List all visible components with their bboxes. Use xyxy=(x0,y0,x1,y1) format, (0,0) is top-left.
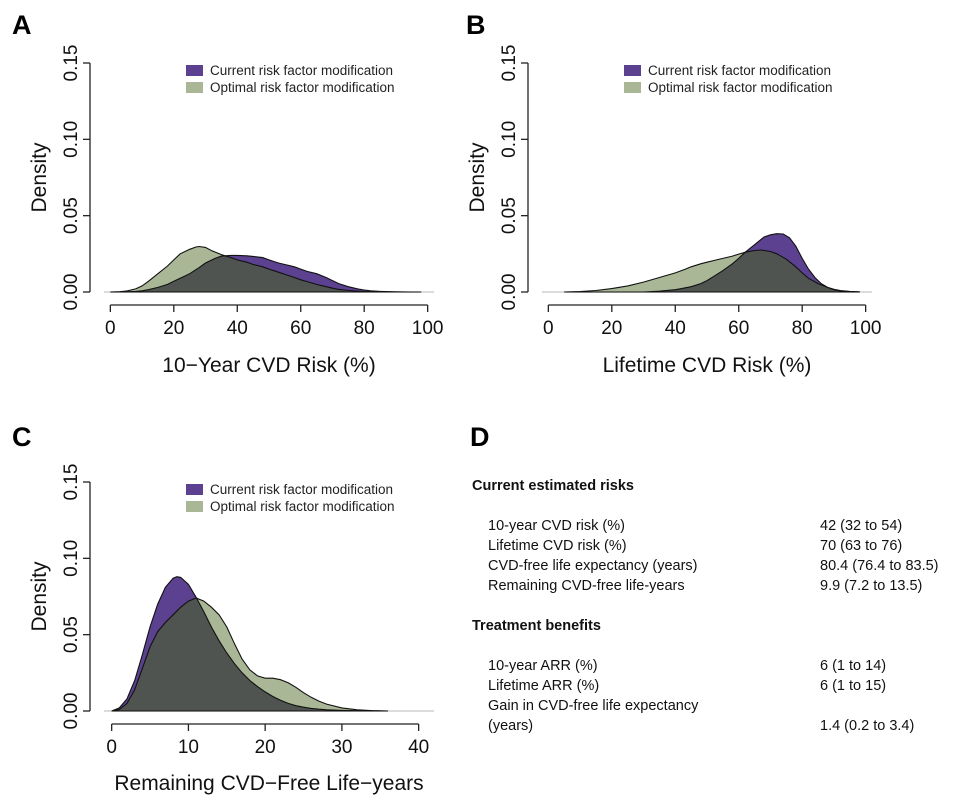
x-tick-label: 40 xyxy=(227,318,248,339)
row-label-cvd-free-life-expectancy: CVD-free life expectancy (years) xyxy=(488,558,698,574)
row-value-cvd-free-life-expectancy: 80.4 (76.4 to 83.5) xyxy=(820,558,939,574)
x-tick-label: 0 xyxy=(105,318,116,339)
series-outline-current xyxy=(111,576,389,712)
y-axis-title: Density xyxy=(28,561,51,632)
x-tick-label: 80 xyxy=(792,318,813,339)
series-outline-optimal xyxy=(564,249,860,293)
legend-label-optimal: Optimal risk factor modification xyxy=(648,80,833,95)
chart-b-lifetime-cvd-risk: 0 20 40 60 80 100 0.00 0.05 0.10 0.15 Lifetime CVD… xyxy=(466,45,882,377)
x-tick-label: 100 xyxy=(412,318,444,339)
x-axis-title: Lifetime CVD Risk (%) xyxy=(603,354,812,377)
y-axis-title: Density xyxy=(466,142,489,213)
panel-letter-a: A xyxy=(12,10,32,40)
x-tick-label: 60 xyxy=(290,318,311,339)
x-tick-label: 40 xyxy=(408,737,429,758)
y-tick-label: 0.00 xyxy=(499,274,520,311)
y-tick-label: 0.05 xyxy=(61,616,82,653)
y-tick-label: 0.00 xyxy=(61,693,82,730)
legend-label-current: Current risk factor modification xyxy=(210,482,393,497)
series-area-overlap xyxy=(111,598,388,711)
series-outline-optimal xyxy=(111,597,389,712)
legend-label-current: Current risk factor modification xyxy=(648,63,831,78)
legend-swatch-optimal xyxy=(624,82,641,93)
x-tick-label: 0 xyxy=(106,737,117,758)
legend-swatch-optimal xyxy=(186,501,203,512)
series-area-overlap xyxy=(643,250,860,292)
y-tick-label: 0.15 xyxy=(499,45,520,82)
x-tick-label: 20 xyxy=(163,318,184,339)
row-value-remaining-life-years: 9.9 (7.2 to 13.5) xyxy=(820,578,923,594)
panel-letter-d: D xyxy=(470,422,490,452)
x-axis-title: Remaining CVD−Free Life−years xyxy=(114,772,423,795)
row-label-10yr-arr: 10-year ARR (%) xyxy=(488,658,598,674)
y-tick-label: 0.10 xyxy=(61,540,82,577)
row-label-lifetime-arr: Lifetime ARR (%) xyxy=(488,678,600,694)
legend-label-current: Current risk factor modification xyxy=(210,63,393,78)
x-tick-label: 20 xyxy=(601,318,622,339)
x-tick-label: 40 xyxy=(665,318,686,339)
series-area-overlap xyxy=(126,255,412,292)
legend-label-optimal: Optimal risk factor modification xyxy=(210,499,395,514)
row-label-gain-life-expectancy: Gain in CVD-free life expectancy xyxy=(488,698,699,714)
x-tick-label: 60 xyxy=(728,318,749,339)
y-tick-label: 0.10 xyxy=(499,121,520,158)
series-outline-optimal xyxy=(110,245,412,293)
section-title-treatment-benefits: Treatment benefits xyxy=(472,618,601,634)
panel-letter-b: B xyxy=(466,10,486,40)
y-axis-title: Density xyxy=(28,142,51,213)
y-tick-label: 0.15 xyxy=(61,45,82,82)
y-tick-label: 0.05 xyxy=(499,197,520,234)
chart-a-10-year-cvd-risk: 0 20 40 60 80 100 0.00 0.05 0.10 0.15 10−Year CVD … xyxy=(28,45,444,377)
y-tick-label: 0.15 xyxy=(61,464,82,501)
row-value-10yr-arr: 6 (1 to 14) xyxy=(820,658,887,674)
legend-swatch-current xyxy=(186,65,203,76)
row-label-remaining-life-years: Remaining CVD-free life-years xyxy=(488,578,685,594)
row-value-10yr-risk: 42 (32 to 54) xyxy=(820,518,903,534)
x-axis-title: 10−Year CVD Risk (%) xyxy=(162,354,375,377)
row-value-lifetime-risk: 70 (63 to 76) xyxy=(820,538,903,554)
row-label-lifetime-risk: Lifetime CVD risk (%) xyxy=(488,538,627,554)
y-tick-label: 0.10 xyxy=(61,121,82,158)
x-tick-label: 0 xyxy=(543,318,554,339)
x-tick-label: 80 xyxy=(354,318,375,339)
x-tick-label: 20 xyxy=(255,737,276,758)
row-label-years: (years) xyxy=(488,718,534,734)
series-outline-current xyxy=(125,254,422,293)
legend-swatch-optimal xyxy=(186,82,203,93)
x-tick-label: 10 xyxy=(178,737,199,758)
y-tick-label: 0.05 xyxy=(61,197,82,234)
legend-label-optimal: Optimal risk factor modification xyxy=(210,80,395,95)
legend-swatch-current xyxy=(624,65,641,76)
x-tick-label: 30 xyxy=(331,737,352,758)
legend-swatch-current xyxy=(186,484,203,495)
row-label-10yr-risk: 10-year CVD risk (%) xyxy=(488,518,625,534)
chart-c-remaining-cvd-free-life-years: 0 10 20 30 40 0.00 0.05 0.10 0.15 Remaining CVD−F… xyxy=(28,464,434,795)
row-value-lifetime-arr: 6 (1 to 15) xyxy=(820,678,887,694)
section-title-current-risks: Current estimated risks xyxy=(472,478,634,494)
row-value-gain-life-expectancy: 1.4 (0.2 to 3.4) xyxy=(820,718,915,734)
x-tick-label: 100 xyxy=(850,318,882,339)
y-tick-label: 0.00 xyxy=(61,274,82,311)
panel-d-summary-table: Current estimated risks 10-year CVD risk… xyxy=(472,470,967,770)
panel-letter-c: C xyxy=(12,422,32,452)
